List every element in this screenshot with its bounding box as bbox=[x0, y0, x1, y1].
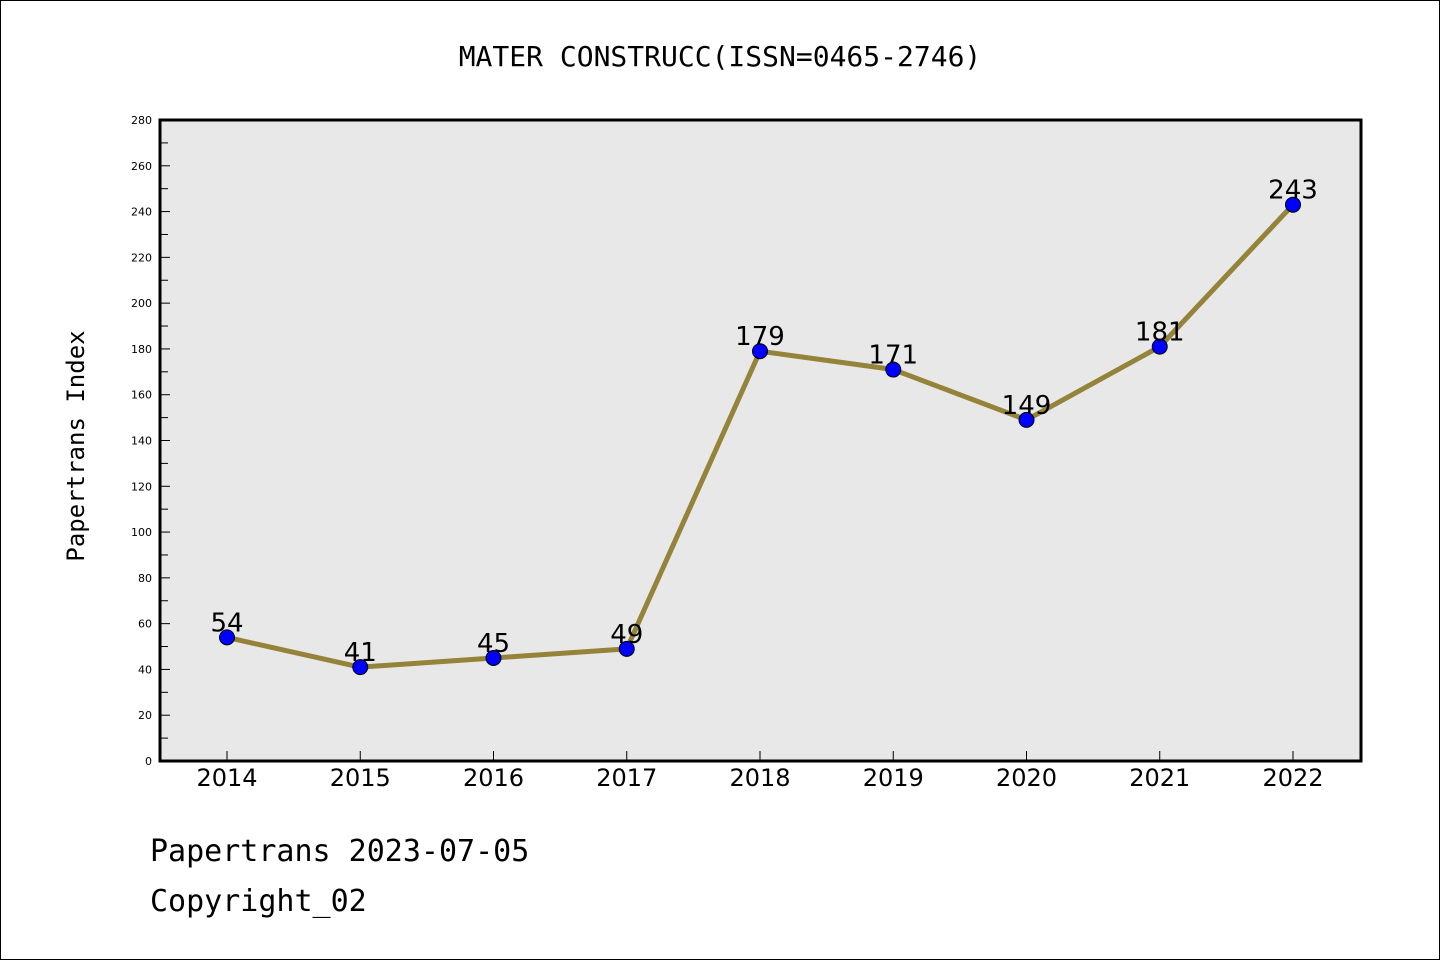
data-point bbox=[752, 343, 768, 360]
chart-title: MATER CONSTRUCC(ISSN=0465-2746) bbox=[459, 40, 982, 73]
data-label: 49 bbox=[610, 620, 643, 650]
data-label: 45 bbox=[477, 629, 510, 659]
y-tick-label: 40 bbox=[138, 663, 152, 676]
y-tick-label: 0 bbox=[145, 755, 152, 768]
data-label: 243 bbox=[1268, 176, 1318, 206]
y-tick-label: 60 bbox=[138, 618, 152, 631]
x-tick-label: 2016 bbox=[463, 764, 524, 792]
data-point bbox=[1151, 338, 1168, 355]
data-point bbox=[1285, 196, 1301, 213]
data-label: 54 bbox=[210, 608, 243, 638]
y-tick-label: 240 bbox=[131, 206, 152, 219]
x-tick-label: 2018 bbox=[729, 764, 790, 792]
data-label: 41 bbox=[344, 638, 377, 668]
y-tick-label: 260 bbox=[131, 160, 152, 173]
data-point bbox=[885, 361, 902, 378]
data-label: 181 bbox=[1135, 318, 1185, 348]
y-tick-label: 280 bbox=[131, 114, 152, 127]
data-point bbox=[485, 649, 502, 666]
x-tick-label: 2021 bbox=[1129, 764, 1190, 792]
data-point bbox=[219, 629, 235, 646]
x-tick-label: 2019 bbox=[863, 764, 924, 792]
y-tick-label: 20 bbox=[138, 709, 152, 722]
y-axis-label: Papertrans Index bbox=[62, 330, 90, 561]
y-tick-label: 200 bbox=[131, 297, 152, 310]
series: 54 41 45 49 179 171 149 181 243 bbox=[210, 176, 1318, 676]
plot-area bbox=[158, 118, 1363, 763]
y-tick-label: 220 bbox=[131, 251, 152, 264]
data-label: 179 bbox=[735, 322, 785, 352]
y-tick-label: 80 bbox=[138, 572, 152, 585]
y-tick-label: 140 bbox=[131, 435, 152, 448]
x-tick-label: 2015 bbox=[330, 764, 391, 792]
y-axis: 0 20 40 60 80 100 120 140 160 180 200 220 240 260 280 bbox=[131, 114, 170, 768]
footer-date-line: Papertrans 2023-07-05 bbox=[150, 834, 530, 869]
data-point bbox=[1018, 411, 1035, 428]
x-axis: 2014 2015 2016 2017 2018 2019 2020 2021 2022 bbox=[196, 751, 1324, 792]
data-label: 171 bbox=[868, 341, 918, 371]
y-tick-label: 120 bbox=[131, 480, 152, 493]
data-point bbox=[618, 640, 635, 657]
data-point bbox=[352, 659, 369, 676]
y-tick-label: 180 bbox=[131, 343, 152, 356]
footer-copyright: Copyright_02 bbox=[150, 884, 367, 919]
x-tick-label: 2014 bbox=[196, 764, 257, 792]
y-tick-label: 100 bbox=[131, 526, 152, 539]
x-tick-label: 2022 bbox=[1262, 764, 1323, 792]
x-tick-label: 2020 bbox=[996, 764, 1057, 792]
x-tick-label: 2017 bbox=[596, 764, 657, 792]
y-tick-label: 160 bbox=[131, 389, 152, 402]
data-label: 149 bbox=[1002, 391, 1052, 421]
